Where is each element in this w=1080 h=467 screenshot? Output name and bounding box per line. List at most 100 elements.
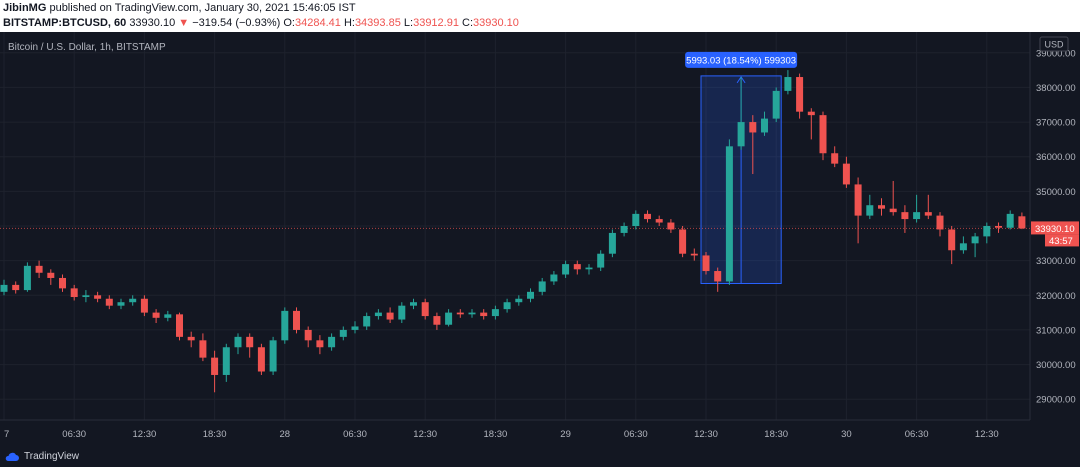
candle-body (328, 336, 336, 348)
candle-body (831, 153, 839, 164)
low-value: 33912.91 (413, 17, 459, 29)
candle-body (667, 222, 675, 230)
time-tick-label: 18:30 (203, 429, 227, 440)
candle-body (585, 267, 593, 270)
price-change: −319.54 (−0.93%) (192, 17, 281, 29)
candle-body (70, 288, 78, 298)
price-tick-label: 37000.00 (1036, 118, 1076, 129)
price-tick-label: 38000.00 (1036, 83, 1076, 94)
candle-body (164, 314, 172, 318)
candle-body (889, 208, 897, 213)
candle-body (796, 77, 804, 112)
price-tick-label: 31000.00 (1036, 325, 1076, 336)
candle-body (538, 281, 546, 292)
candle-body (281, 310, 289, 341)
measure-label-tag (685, 51, 798, 68)
candle-body (807, 111, 815, 116)
candle-body (410, 302, 417, 306)
open-label: O: (283, 17, 295, 29)
candle-body (491, 309, 499, 317)
high-label: H: (343, 17, 355, 29)
candle-body (187, 336, 195, 341)
candle-body (714, 271, 722, 282)
time-tick-label: 12:30 (975, 429, 999, 440)
countdown-label: 43:57 (1049, 236, 1073, 247)
candle-body (608, 232, 616, 254)
candle-body (527, 291, 534, 299)
candle-body (644, 213, 651, 220)
measure-arrow-head (736, 75, 746, 84)
price-tick-label: 36000.00 (1036, 152, 1076, 163)
candle-body (433, 316, 441, 325)
high-value: 34393.85 (354, 17, 401, 29)
time-tick-label: 18:30 (764, 429, 788, 440)
candle-body (152, 312, 160, 318)
chart-title: Bitcoin / U.S. Dollar, 1h, BITSTAMP (8, 42, 166, 53)
author-name[interactable]: JibinMG (3, 2, 47, 14)
candle-body (597, 253, 605, 268)
candle-body (924, 212, 932, 216)
price-tick-label: 29000.00 (1036, 395, 1076, 406)
price-tick-label: 33000.00 (1036, 256, 1076, 267)
candle-body (304, 329, 312, 341)
price-tick-label: 35000.00 (1036, 187, 1076, 198)
candle-body (1018, 216, 1026, 229)
candle-body (12, 284, 20, 291)
candle-body (374, 312, 382, 317)
time-tick-label: 18:30 (484, 429, 508, 440)
candle-body (819, 115, 827, 154)
candle-body (47, 272, 55, 278)
candle-body (23, 265, 31, 291)
time-tick-label: 06:30 (62, 429, 86, 440)
candle-body (468, 312, 476, 315)
time-tick-label: 12:30 (413, 429, 437, 440)
candlestick-chart[interactable]: 29000.00 30000.00 31000.00 32000.00 33000.00… (0, 32, 1080, 449)
candle-body (725, 146, 733, 282)
time-tick-label: 28 (280, 429, 291, 440)
candle-body (140, 298, 148, 313)
candle-body (772, 90, 780, 119)
candle-body (573, 264, 581, 270)
candle-body (983, 226, 991, 237)
time-tick-label: 30 (841, 429, 852, 440)
close-label: C: (462, 17, 474, 29)
candle-body (866, 205, 874, 216)
candle-body (456, 312, 464, 315)
candle-body (445, 312, 453, 325)
candle-body (105, 298, 113, 306)
candle-body (550, 274, 558, 282)
candle-body (878, 205, 885, 209)
brand-name: TradingView (24, 451, 80, 462)
time-tick-label: 06:30 (905, 429, 929, 440)
candle-body (222, 347, 230, 375)
candle-body (59, 277, 66, 289)
time-tick-label: 12:30 (694, 429, 718, 440)
time-tick-label: 06:30 (343, 429, 367, 440)
price-tick-label: 32000.00 (1036, 291, 1076, 302)
candle-body (0, 284, 8, 292)
candle-body (363, 316, 371, 327)
ohlc-legend: BITSTAMP:BTCUSD, 60 33930.10 ▼ −319.54 (… (3, 17, 519, 29)
candle-body (562, 264, 570, 275)
chart-footer: TradingView (0, 449, 1080, 467)
currency-badge (1039, 36, 1069, 52)
price-tick-label: 39000.00 (1036, 48, 1076, 59)
candle-body (1006, 213, 1014, 228)
symbol-label: BITSTAMP:BTCUSD, 60 (3, 17, 127, 29)
candle-body (784, 77, 792, 91)
candle-body (948, 229, 956, 251)
publish-info: JibinMG published on TradingView.com, Ja… (3, 2, 356, 14)
candle-body (515, 298, 523, 303)
chart-header: JibinMG published on TradingView.com, Ja… (0, 0, 1080, 32)
candle-body (632, 213, 640, 226)
candle-body (339, 329, 347, 337)
candle-body (94, 295, 102, 299)
candle-body (995, 226, 1002, 228)
time-tick-label: 7 (4, 429, 9, 440)
tradingview-logo[interactable]: TradingView (4, 451, 79, 462)
time-tick-label: 29 (560, 429, 571, 440)
candle-body (480, 312, 488, 317)
open-value: 34284.41 (294, 17, 341, 29)
last-price-tag (1031, 221, 1079, 235)
candle-body (679, 229, 687, 254)
